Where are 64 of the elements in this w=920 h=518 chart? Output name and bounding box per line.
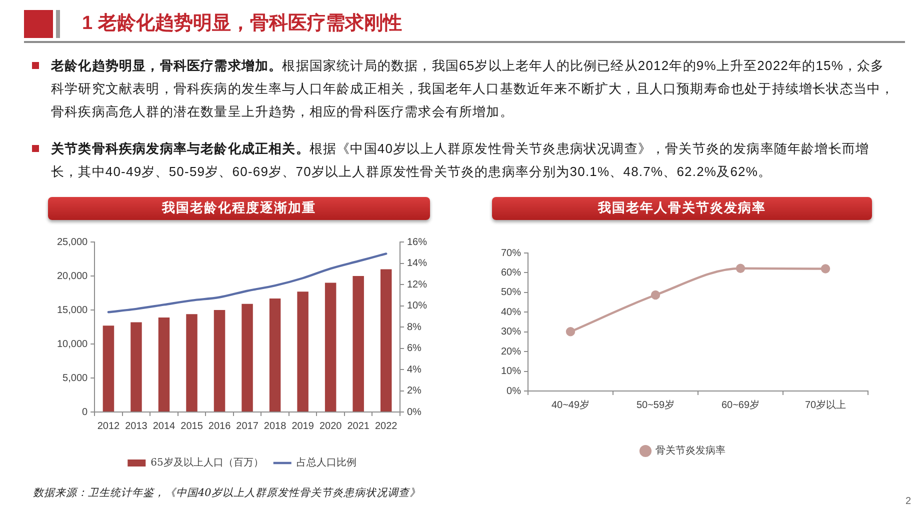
chart-title: 我国老龄化程度逐渐加重 <box>48 197 430 220</box>
bar <box>324 282 336 412</box>
x-tick-label: 2013 <box>125 420 148 432</box>
source-note: 数据来源：卫生统计年鉴，《中国40岁以上人群原发性骨关节炎患病状况调查》 <box>33 486 420 500</box>
text: 2 <box>905 496 911 507</box>
x-tick-label: 2012 <box>97 420 120 432</box>
bar <box>102 326 114 412</box>
x-tick-label: 2017 <box>236 420 259 432</box>
y2-tick-label: 2% <box>406 386 422 396</box>
bar <box>130 322 142 412</box>
y-tick-label: 60% <box>501 267 522 278</box>
x-tick-label: 60~69岁 <box>721 398 760 411</box>
point <box>736 264 746 273</box>
x-tick-label: 2014 <box>152 420 176 432</box>
y2-tick-label: 0% <box>406 406 422 418</box>
y-tick-label: 0 <box>82 406 88 418</box>
y-tick-label: 10,000 <box>56 338 88 350</box>
y2-tick-label: 12% <box>406 279 428 290</box>
x-tick-label: 2016 <box>208 420 232 432</box>
bar <box>242 304 253 412</box>
point <box>566 327 576 336</box>
line-series <box>107 252 388 314</box>
legend-label: 占总人口比例 <box>296 456 356 469</box>
x-tick-label: 2022 <box>374 420 398 432</box>
bar <box>380 269 392 412</box>
x-tick-label: 2019 <box>292 420 314 432</box>
bar <box>158 317 170 412</box>
text: 关节类骨科疾病发病率与老龄化成正相关。根据《中国40岁以上人群原发性骨关节炎患病状况调查》，骨关节炎的发病率随年龄增长而增长，其中40-49岁、50-59岁、60-69岁、70岁以上人群原发性骨关节炎的患病率分别为30.1%、48.7%、62.2%及62%。 <box>51 141 870 179</box>
y-tick-label: 5,000 <box>62 372 88 384</box>
y-tick-label: 15,000 <box>56 304 88 316</box>
x-tick-label: 50~59岁 <box>636 398 675 411</box>
y2-tick-label: 4% <box>406 364 422 376</box>
bar <box>297 292 308 412</box>
x-tick-label: 70岁以上 <box>804 398 846 411</box>
y-tick-label: 70% <box>501 248 522 259</box>
x-tick-label: 2018 <box>264 420 287 432</box>
x-tick-label: 40~49岁 <box>551 398 590 411</box>
y-tick-label: 40% <box>501 306 522 318</box>
y-tick-label: 30% <box>501 326 522 338</box>
y-tick-label: 20% <box>501 346 522 358</box>
y2-tick-label: 6% <box>406 343 422 354</box>
y-tick-label: 50% <box>501 287 522 298</box>
y2-tick-label: 10% <box>406 300 428 312</box>
point <box>650 290 660 300</box>
y2-tick-label: 8% <box>406 322 422 333</box>
y-tick-label: 25,000 <box>56 236 88 248</box>
bar <box>214 310 226 412</box>
y-tick-label: 20,000 <box>56 270 88 282</box>
y-tick-label: 0% <box>506 386 522 397</box>
text: 1 老龄化趋势明显，骨科医疗需求刚性 <box>82 12 402 36</box>
bar <box>269 298 281 412</box>
x-tick-label: 2020 <box>319 420 342 432</box>
x-tick-label: 2021 <box>347 420 370 432</box>
bar <box>186 314 198 412</box>
point <box>820 264 830 274</box>
legend-label: 65岁及以上人口（百万） <box>150 456 264 469</box>
legend-label: 骨关节炎发病率 <box>656 444 726 457</box>
y2-tick-label: 16% <box>406 236 428 248</box>
bar <box>352 276 364 412</box>
y-tick-label: 10% <box>501 366 522 378</box>
x-tick-label: 2015 <box>180 420 204 432</box>
text: 老龄化趋势明显，骨科医疗需求增加。根据国家统计局的数据，我国65岁以上老年人的比例已经从2012年的9%上升至2022年的15%，众多科学研究文献表明，骨科疾病的发生率与人口年龄成正相关，我国老年人口基数近年来不断扩大，且人口预期寿命也处于持续增长状态当中，骨科疾病高危人群的潜在数量呈上升趋势，相应的骨科医疗需求会有所增加。 <box>51 58 894 119</box>
chart-title: 我国老年人骨关节炎发病率 <box>492 197 872 220</box>
y2-tick-label: 14% <box>406 258 428 269</box>
